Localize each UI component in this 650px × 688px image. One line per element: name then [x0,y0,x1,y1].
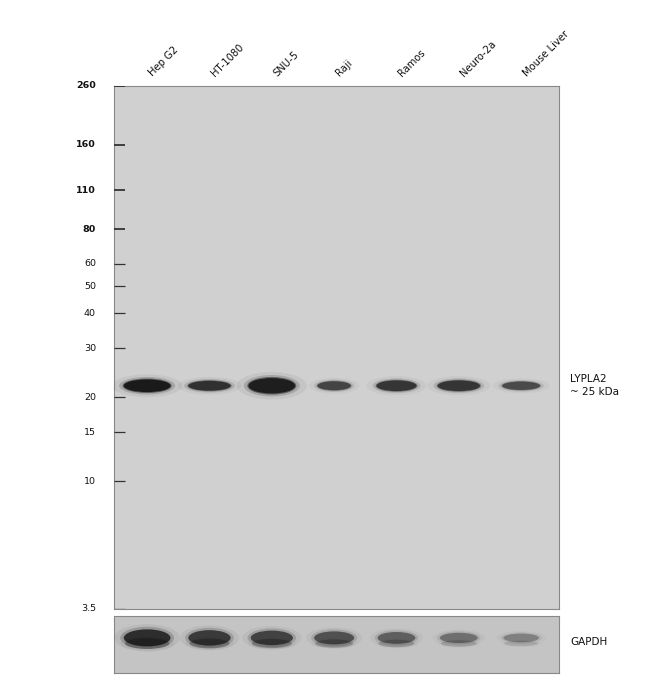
Text: Hep G2: Hep G2 [147,45,181,78]
Ellipse shape [124,380,170,392]
Ellipse shape [437,631,480,645]
Ellipse shape [441,641,477,647]
Text: Neuro-2a: Neuro-2a [459,39,499,78]
Text: 260: 260 [76,81,96,91]
Text: HT-1080: HT-1080 [209,42,246,78]
Ellipse shape [311,630,358,646]
Text: GAPDH: GAPDH [570,637,607,647]
Ellipse shape [440,633,478,643]
Ellipse shape [252,639,292,648]
Ellipse shape [315,639,353,647]
Ellipse shape [374,630,418,645]
Ellipse shape [114,624,180,652]
Ellipse shape [185,628,234,648]
Text: SNU-5: SNU-5 [272,49,301,78]
Ellipse shape [188,630,231,645]
Text: 30: 30 [84,343,96,353]
Ellipse shape [434,378,484,393]
Text: 15: 15 [84,428,96,437]
Ellipse shape [189,638,229,649]
Text: 50: 50 [84,281,96,290]
Ellipse shape [119,377,176,394]
Ellipse shape [501,381,541,391]
Text: 3.5: 3.5 [81,604,96,614]
Ellipse shape [188,381,231,391]
Ellipse shape [123,378,172,393]
Ellipse shape [237,372,307,400]
Text: 160: 160 [76,140,96,149]
Ellipse shape [376,380,417,392]
Ellipse shape [502,382,540,390]
Ellipse shape [317,380,352,391]
Ellipse shape [504,641,538,646]
Ellipse shape [437,380,480,391]
Text: 80: 80 [83,224,96,233]
Text: 40: 40 [84,309,96,318]
Ellipse shape [248,378,295,394]
Text: LYPLA2
~ 25 kDa: LYPLA2 ~ 25 kDa [570,374,619,398]
Ellipse shape [187,380,231,391]
Ellipse shape [378,640,415,647]
Text: Ramos: Ramos [396,47,427,78]
Ellipse shape [314,632,354,645]
Ellipse shape [124,630,170,647]
Ellipse shape [248,628,296,647]
Text: 60: 60 [84,259,96,268]
Ellipse shape [120,627,174,649]
Ellipse shape [317,381,351,390]
Ellipse shape [500,632,541,643]
Ellipse shape [244,375,300,396]
Ellipse shape [503,634,539,642]
Text: 10: 10 [84,477,96,486]
Ellipse shape [376,380,417,391]
Ellipse shape [314,380,354,392]
Ellipse shape [378,632,415,644]
Text: Mouse Liver: Mouse Liver [521,29,571,78]
Ellipse shape [184,379,235,393]
Text: 110: 110 [76,186,96,195]
Text: Raji: Raji [334,58,354,78]
Ellipse shape [251,631,293,645]
Ellipse shape [125,638,170,649]
Ellipse shape [372,378,421,393]
Ellipse shape [499,380,544,391]
Ellipse shape [112,374,182,397]
Ellipse shape [437,380,481,392]
Ellipse shape [247,377,296,395]
Text: 20: 20 [84,393,96,402]
